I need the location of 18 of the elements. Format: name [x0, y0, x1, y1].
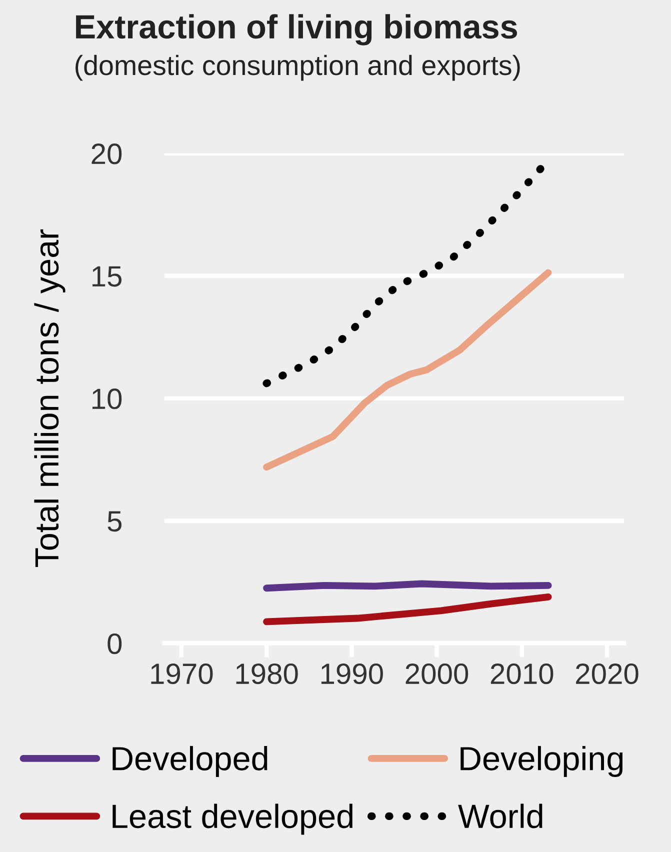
y-tick-label: 20: [92, 144, 122, 164]
legend-label: Least developed: [112, 804, 352, 835]
legend-label: Developing: [460, 746, 623, 778]
x-tick-label: 2010: [490, 663, 554, 684]
y-axis-title: Total million tons / year: [34, 229, 66, 568]
chart-subtitle: (domestic consumption and exports): [76, 54, 520, 81]
x-tick-label: 1970: [151, 663, 213, 684]
x-tick-label: 1990: [321, 663, 383, 684]
y-tick-label: 0: [108, 633, 122, 654]
y-tick-label: 5: [108, 511, 122, 532]
chart-title: Extraction of living biomass: [76, 14, 517, 46]
x-tick-label: 2000: [406, 663, 468, 684]
legend-label: World: [458, 804, 542, 828]
x-tick-label: 2020: [576, 663, 638, 684]
y-tick-label: 10: [92, 388, 122, 410]
legend-label: Developed: [112, 746, 268, 778]
y-tick-label: 15: [92, 266, 122, 287]
x-tick-label: 1980: [236, 663, 298, 684]
